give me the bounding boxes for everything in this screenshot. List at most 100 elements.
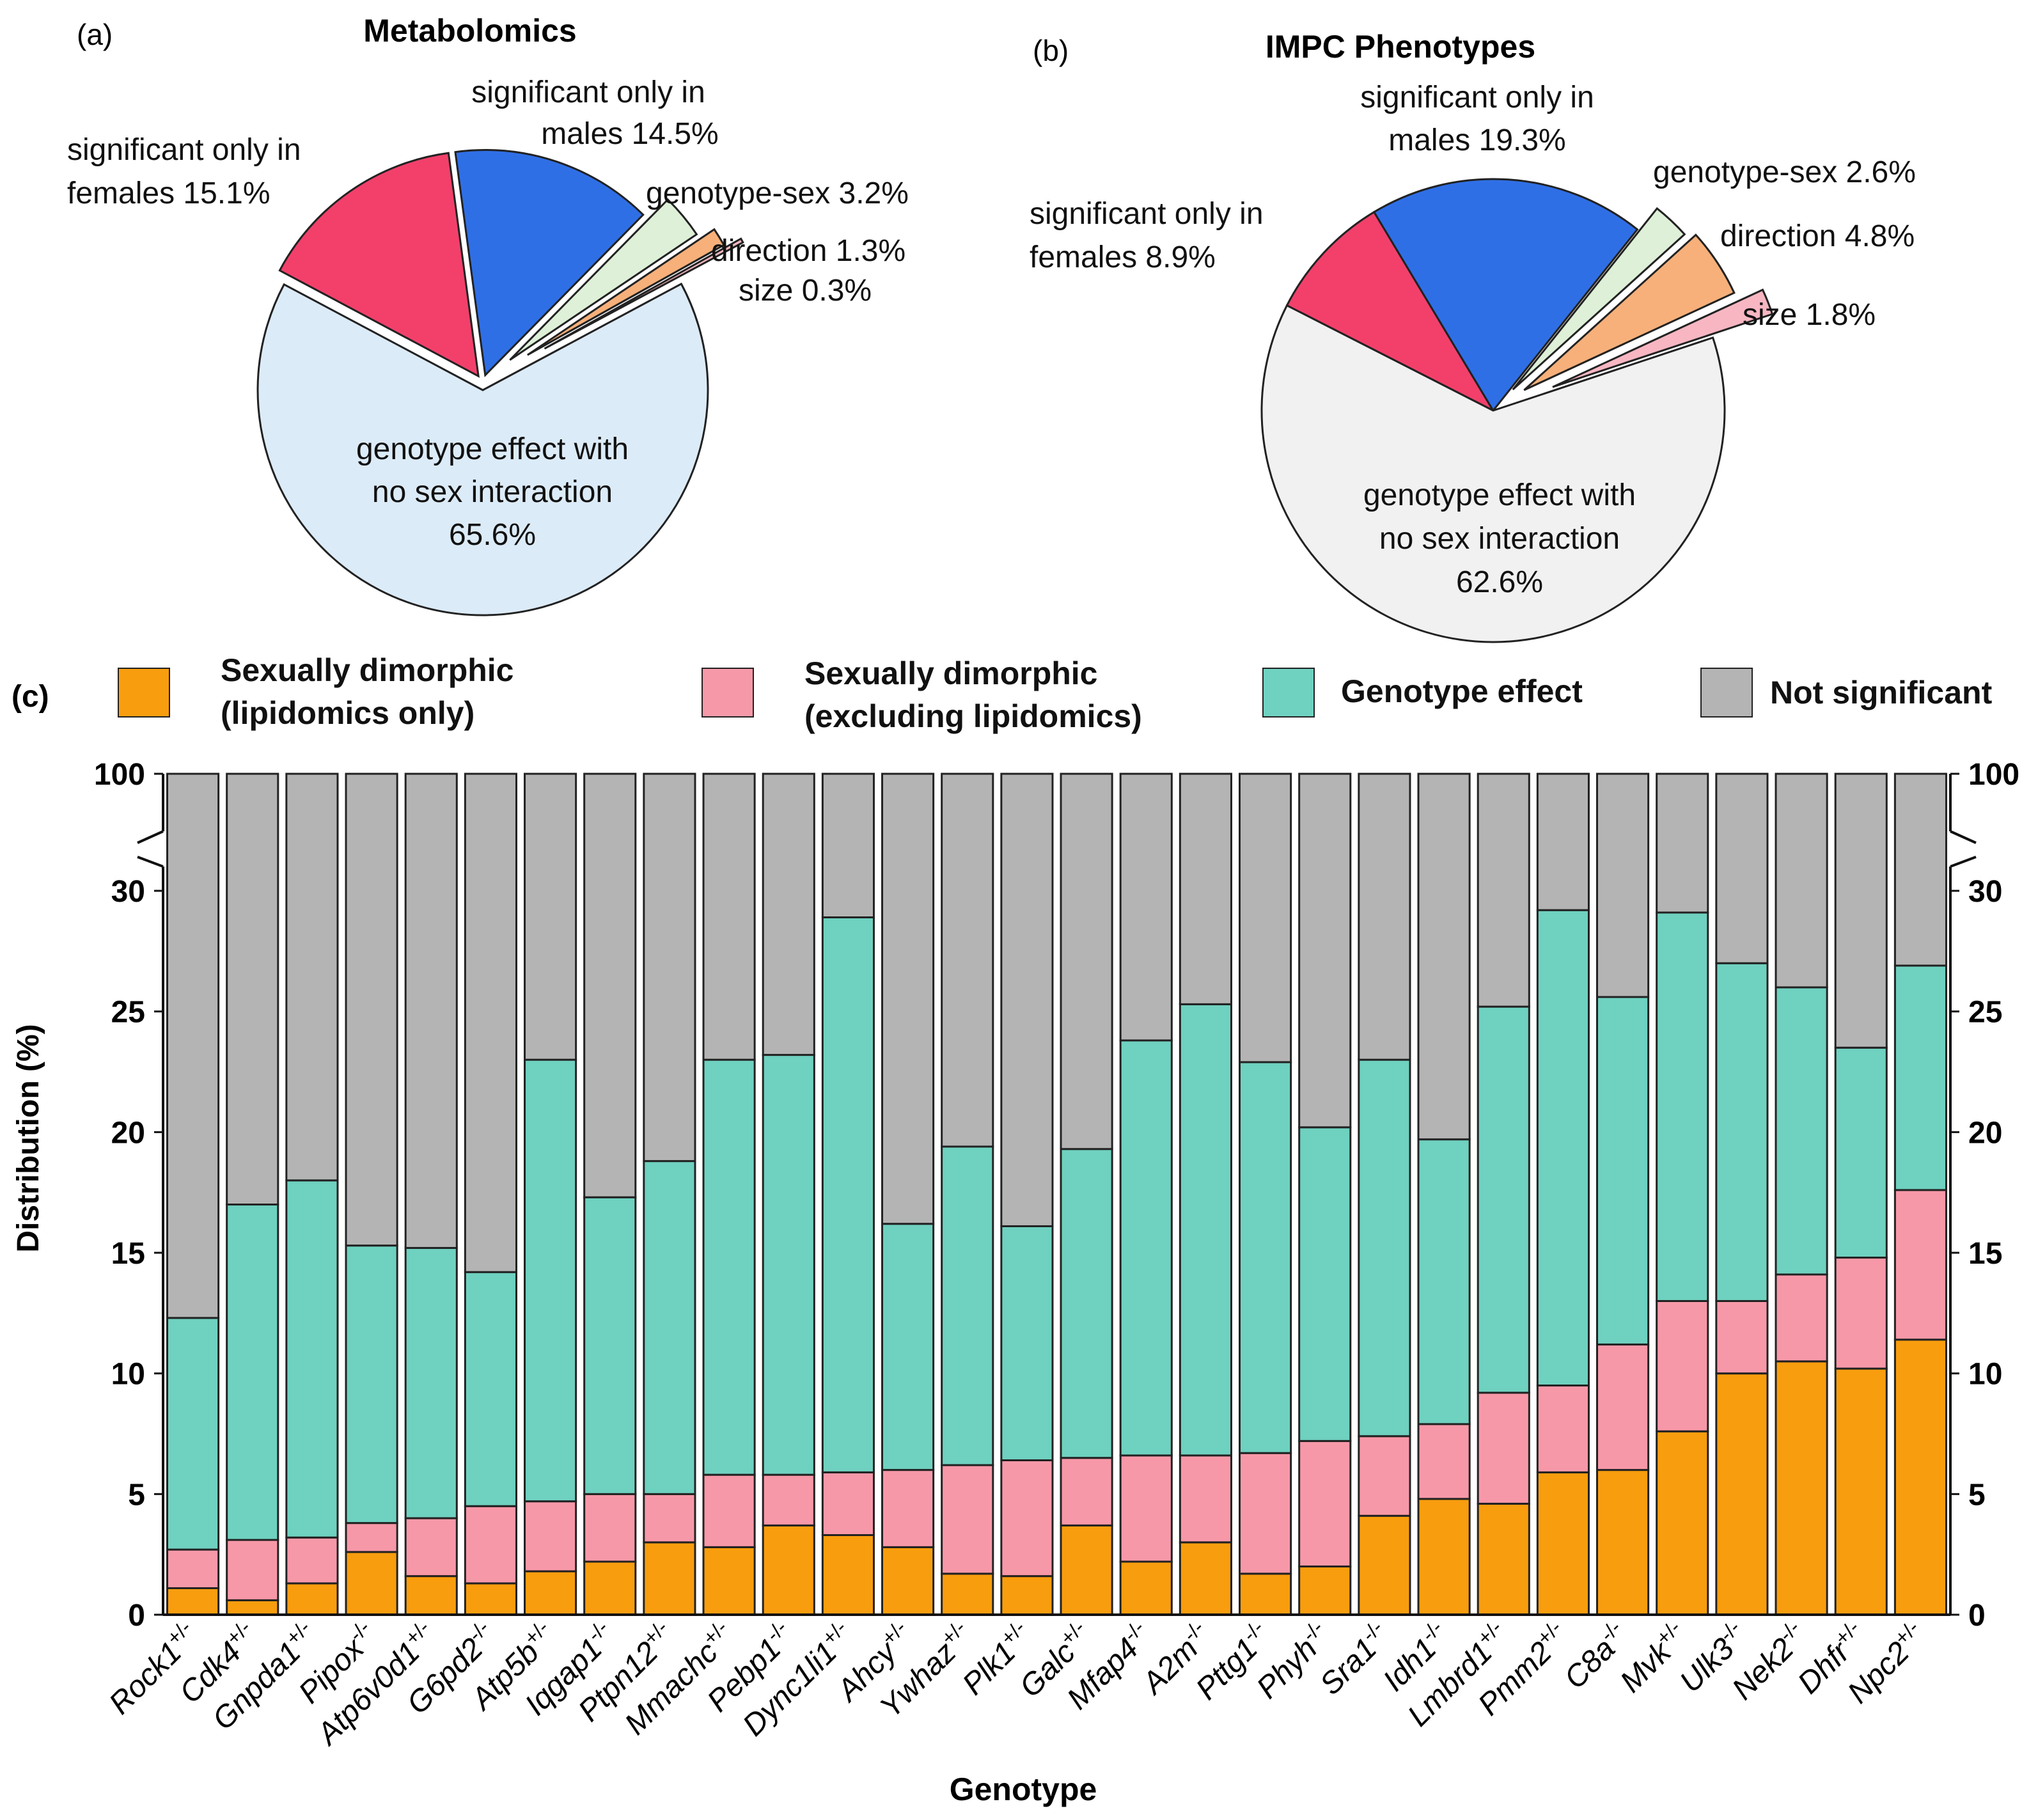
y-tick-label-right-0: 0 — [1968, 1599, 1986, 1633]
bar-rock1-sexually-dimorphic-excluding-lipidomics — [166, 1548, 220, 1589]
bar-atp6v0d1-sexually-dimorphic-lipidomics-only — [404, 1575, 458, 1616]
bar-cdk4-sexually-dimorphic-lipidomics-only — [226, 1599, 279, 1616]
legend-swatch-excluding — [702, 668, 754, 718]
panel-a-title: Metabolomics — [363, 13, 576, 49]
bar-idh1-sexually-dimorphic-excluding-lipidomics — [1417, 1423, 1471, 1500]
bar-nek2-sexually-dimorphic-excluding-lipidomics — [1775, 1273, 1828, 1363]
pie-a-label-females-1: significant only in — [67, 133, 301, 167]
bar-cdk4-not-significant — [226, 773, 279, 1206]
bar-phyh-sexually-dimorphic-lipidomics-only — [1298, 1565, 1352, 1616]
bar-npc2-genotype-effect — [1893, 964, 1947, 1191]
bar-galc-sexually-dimorphic-excluding-lipidomics — [1060, 1457, 1113, 1526]
bar-mfap4-sexually-dimorphic-excluding-lipidomics — [1119, 1454, 1173, 1563]
bar-pttg1-genotype-effect — [1239, 1061, 1292, 1454]
axis-break-right-upper — [1950, 830, 1977, 844]
bar-ulk3-sexually-dimorphic-lipidomics-only — [1715, 1372, 1769, 1616]
pie-a-label-gs: genotype-sex 3.2% — [646, 177, 909, 210]
bar-pttg1-sexually-dimorphic-lipidomics-only — [1239, 1573, 1292, 1616]
bar-g6pd2-sexually-dimorphic-lipidomics-only — [464, 1582, 517, 1616]
bar-ptpn12-sexually-dimorphic-lipidomics-only — [643, 1541, 696, 1616]
bar-npc2-sexually-dimorphic-lipidomics-only — [1893, 1338, 1947, 1616]
legend-label-excluding-2: (excluding lipidomics) — [804, 698, 1142, 734]
pie-b-label-females-2: females 8.9% — [1030, 240, 1216, 274]
bar-nek2-sexually-dimorphic-lipidomics-only — [1775, 1360, 1828, 1616]
bar-rock1-sexually-dimorphic-lipidomics-only — [166, 1587, 220, 1616]
stacked-bar-chart: Rock1+/-Cdk4+/-Gnpda1+/-Pipox-/-Atp6v0d1… — [94, 758, 2019, 1752]
y-tick-label-right-100: 100 — [1968, 758, 2019, 792]
bar-pebp1-sexually-dimorphic-excluding-lipidomics — [762, 1473, 815, 1526]
bar-pebp1-sexually-dimorphic-lipidomics-only — [762, 1524, 815, 1616]
bar-mmachc-sexually-dimorphic-excluding-lipidomics — [702, 1473, 756, 1548]
bar-ulk3-genotype-effect — [1715, 962, 1769, 1302]
pie-a-label-geno-1: genotype effect with — [356, 432, 629, 466]
bar-ywhaz-not-significant — [941, 773, 994, 1148]
axis-break-left-upper — [137, 830, 164, 844]
pie-a-slice-direction — [527, 228, 726, 356]
bar-gnpda1-sexually-dimorphic-excluding-lipidomics — [285, 1536, 339, 1585]
bar-pmm2-genotype-effect — [1536, 909, 1590, 1387]
pie-a-slice-significant-only-in-females — [278, 152, 480, 378]
bar-pipox-sexually-dimorphic-lipidomics-only — [345, 1551, 398, 1616]
bar-dync1li1-not-significant — [821, 773, 875, 919]
bar-plk1-genotype-effect — [1000, 1225, 1054, 1462]
bar-idh1-not-significant — [1417, 773, 1471, 1141]
bar-pttg1-not-significant — [1239, 773, 1292, 1063]
axis-break-right-lower — [1950, 856, 1977, 868]
bar-pmm2-not-significant — [1536, 773, 1590, 911]
bar-iqgap1-not-significant — [583, 773, 637, 1198]
bar-dhfr-genotype-effect — [1834, 1046, 1888, 1259]
bar-dync1li1-genotype-effect — [821, 916, 875, 1473]
bar-idh1-sexually-dimorphic-lipidomics-only — [1417, 1498, 1471, 1616]
bar-npc2-sexually-dimorphic-excluding-lipidomics — [1893, 1189, 1947, 1341]
bar-atp5b-not-significant — [524, 773, 577, 1061]
legend-label-lipidomics-2: (lipidomics only) — [221, 695, 474, 731]
pie-b-slice-genotype-sex — [1512, 207, 1686, 391]
bar-mvk-genotype-effect — [1656, 911, 1709, 1302]
legend-swatch-genotype — [1262, 668, 1315, 718]
bar-a2m-genotype-effect — [1179, 1003, 1232, 1457]
panel-a: (a) Metabolomics significant only in mal… — [67, 13, 909, 616]
bar-lmbrd1-sexually-dimorphic-excluding-lipidomics — [1477, 1392, 1530, 1505]
y-tick-label-left-10: 10 — [111, 1358, 145, 1392]
bar-mfap4-not-significant — [1119, 773, 1173, 1042]
bar-phyh-not-significant — [1298, 773, 1352, 1129]
y-tick-label-left-100: 100 — [94, 758, 145, 792]
pie-a-label-size: size 0.3% — [739, 274, 872, 308]
panel-b-title: IMPC Phenotypes — [1266, 29, 1535, 65]
y-tick-label-left-30: 30 — [111, 875, 145, 909]
bar-lmbrd1-sexually-dimorphic-lipidomics-only — [1477, 1502, 1530, 1616]
bar-a2m-sexually-dimorphic-excluding-lipidomics — [1179, 1454, 1232, 1544]
bar-atp6v0d1-sexually-dimorphic-excluding-lipidomics — [404, 1517, 458, 1578]
bar-pipox-not-significant — [345, 773, 398, 1247]
bar-ywhaz-genotype-effect — [941, 1145, 994, 1466]
bar-iqgap1-sexually-dimorphic-excluding-lipidomics — [583, 1493, 637, 1563]
pie-b-label-size: size 1.8% — [1743, 298, 1876, 332]
bar-ulk3-not-significant — [1715, 773, 1769, 964]
bar-c8a-sexually-dimorphic-lipidomics-only — [1596, 1469, 1650, 1616]
bar-ptpn12-genotype-effect — [643, 1160, 696, 1495]
bar-plk1-not-significant — [1000, 773, 1054, 1227]
bar-dync1li1-sexually-dimorphic-lipidomics-only — [821, 1534, 875, 1616]
pie-b-label-gs: genotype-sex 2.6% — [1653, 155, 1916, 189]
pie-a-label-geno-3: 65.6% — [449, 518, 536, 552]
bar-galc-sexually-dimorphic-lipidomics-only — [1060, 1524, 1113, 1616]
bar-atp6v0d1-genotype-effect — [404, 1246, 458, 1519]
panel-b-letter: (b) — [1033, 34, 1069, 67]
bar-plk1-sexually-dimorphic-excluding-lipidomics — [1000, 1459, 1054, 1578]
bar-pmm2-sexually-dimorphic-excluding-lipidomics — [1536, 1385, 1590, 1473]
pie-a — [256, 149, 744, 616]
pie-b-label-direction: direction 4.8% — [1720, 219, 1915, 253]
bar-ulk3-sexually-dimorphic-excluding-lipidomics — [1715, 1299, 1769, 1375]
bar-idh1-genotype-effect — [1417, 1138, 1471, 1425]
bar-cdk4-genotype-effect — [226, 1204, 279, 1541]
pie-b-slice-size — [1552, 288, 1774, 388]
bar-dhfr-not-significant — [1834, 773, 1888, 1049]
bar-mmachc-genotype-effect — [702, 1058, 756, 1476]
bar-a2m-sexually-dimorphic-lipidomics-only — [1179, 1541, 1232, 1616]
y-tick-label-left-20: 20 — [111, 1116, 145, 1150]
legend-label-genotype: Genotype effect — [1341, 673, 1583, 709]
x-tick-label-sra1: Sra1-/- — [1312, 1616, 1397, 1702]
bar-ahcy-genotype-effect — [881, 1223, 935, 1471]
bar-sra1-genotype-effect — [1358, 1058, 1411, 1438]
